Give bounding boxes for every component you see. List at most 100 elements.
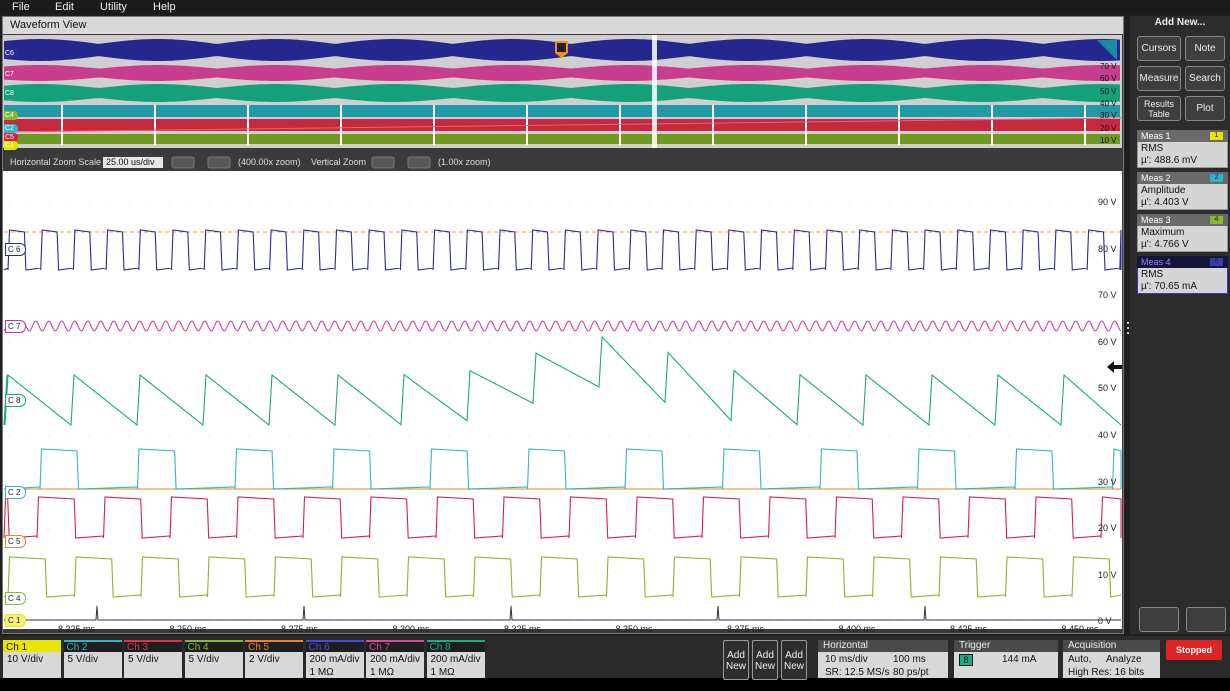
add-new-button[interactable]: Add New <box>723 640 749 680</box>
menu-item[interactable]: File <box>12 1 30 13</box>
overview-volt-label: 40 V <box>1100 98 1117 108</box>
y-axis-label: 10 V <box>1098 569 1117 580</box>
y-axis-label: 50 V <box>1098 383 1117 394</box>
side-button[interactable]: Note <box>1185 36 1225 61</box>
overview-corner <box>1097 40 1117 60</box>
acquisition-mode: Auto, <box>1068 654 1092 665</box>
channel-label: C 8 <box>5 394 26 407</box>
zoom-value: 25.00 us/div <box>106 157 155 167</box>
menu-item[interactable]: Utility <box>100 1 127 13</box>
menu-item[interactable]: Help <box>153 1 176 13</box>
channel-scale: 5 V/div <box>188 654 220 665</box>
zoom-button <box>371 156 395 169</box>
overview-volt-label: 60 V <box>1100 74 1117 84</box>
measurement-header <box>1137 214 1228 226</box>
channel-label: C 4 <box>5 592 26 605</box>
trace-c8 <box>3 335 1122 427</box>
measurement-title: Meas 2 <box>1141 173 1171 183</box>
side-button[interactable]: Results Table <box>1137 96 1181 121</box>
x-axis-label: 8.275 ms <box>281 624 319 634</box>
y-axis-label: 80 V <box>1098 243 1117 254</box>
overview-channel-label: C5 <box>4 133 18 142</box>
channel-label: C 5 <box>5 535 26 548</box>
channel-scale: 200 mA/div <box>309 654 360 665</box>
waveform-view-title: Waveform View <box>10 19 87 31</box>
channel-scale: 5 V/div <box>128 654 159 665</box>
measurement-badge: 1 <box>1210 132 1223 140</box>
channel-impedance: 1 MΩ <box>430 667 455 678</box>
channel-label: C 6 <box>5 243 26 256</box>
x-axis-label: 8.250 ms <box>169 624 207 634</box>
y-axis-label: 60 V <box>1098 336 1117 347</box>
overview-volt-label: 20 V <box>1100 123 1117 133</box>
channel-scale: 2 V/div <box>249 654 280 665</box>
y-axis-label: 90 V <box>1098 197 1117 207</box>
menu-item[interactable]: Edit <box>55 1 74 13</box>
add-new-button[interactable]: Add New <box>781 640 807 680</box>
y-axis-label: 70 V <box>1098 290 1117 301</box>
trace-c2 <box>3 448 1122 490</box>
zoom-factor: (400.00x zoom) <box>238 157 301 167</box>
measurement-title: Meas 4 <box>1141 257 1171 267</box>
side-button[interactable]: Cursors <box>1137 36 1181 61</box>
trigger-level-arrow <box>1107 361 1122 373</box>
measurement-title: Meas 1 <box>1141 131 1171 141</box>
overview-trace <box>4 105 1120 117</box>
overview-channel-label: C2 <box>4 124 18 133</box>
channel-name: Ch 4 <box>184 640 243 653</box>
channel-scale: 200 mA/div <box>430 654 481 665</box>
waveform-view-titlebar <box>3 17 1123 34</box>
trigger-source: 8 <box>959 654 973 666</box>
measurement-type: RMS <box>1141 269 1164 280</box>
side-button[interactable]: Measure <box>1137 66 1181 91</box>
channel-name: Ch 7 <box>366 640 424 653</box>
overview-channel-label: C4 <box>4 111 18 120</box>
channel-impedance: 1 MΩ <box>309 667 334 678</box>
bottom-strip <box>0 678 1230 691</box>
zoom-factor: (1.00x zoom) <box>438 157 491 167</box>
channel-name: Ch 1 <box>3 640 61 653</box>
x-axis-label: 8.225 ms <box>58 624 96 634</box>
channel-label: C 1 <box>5 614 26 627</box>
channel-name: Ch 5 <box>245 640 303 653</box>
measurement-badge: 4 <box>1210 216 1223 224</box>
measurement-value: µ': 4.766 V <box>1141 239 1189 250</box>
measurement-header <box>1137 172 1228 184</box>
overview-channel-label: C6 <box>4 49 18 58</box>
measurement-type: Amplitude <box>1141 185 1186 196</box>
zoom-window <box>652 35 657 148</box>
x-axis-label: 8.400 ms <box>838 624 876 634</box>
measurement-badge: 2 <box>1210 174 1223 182</box>
measurement-header <box>1137 256 1228 268</box>
overview-trace <box>4 134 1120 144</box>
zoom-label: Horizontal Zoom Scale <box>10 157 102 167</box>
acquisition-detail: High Res: 16 bits <box>1068 667 1145 678</box>
measurement-value: µ': 4.403 V <box>1141 197 1189 208</box>
delete-button[interactable] <box>1186 607 1226 632</box>
horizontal-length: 100 ms <box>893 654 926 665</box>
run-stop-button[interactable]: Stopped <box>1166 640 1222 660</box>
zoom-tool-button[interactable] <box>1139 607 1179 632</box>
measurement-badge: 6 <box>1210 258 1223 266</box>
main-plot <box>3 171 1122 629</box>
channel-scale: 200 mA/div <box>370 654 421 665</box>
menu-bar <box>0 0 1230 15</box>
side-button[interactable]: Search <box>1185 66 1225 91</box>
add-new-button[interactable]: Add New <box>752 640 778 680</box>
channel-name: Ch 3 <box>124 640 182 653</box>
side-button[interactable]: Plot <box>1185 96 1225 121</box>
x-axis-label: 8.450 ms <box>1061 624 1099 634</box>
overview-volt-label: 10 V <box>1100 135 1117 145</box>
trigger-level: 144 mA <box>1002 654 1037 665</box>
zoom-label: Vertical Zoom <box>311 157 367 167</box>
measurement-type: Maximum <box>1141 227 1185 238</box>
trigger-title: Trigger <box>954 640 1058 652</box>
x-axis-label: 8.300 ms <box>392 624 430 634</box>
measurement-value: µ': 488.6 mV <box>1141 155 1198 166</box>
trace-c4 <box>3 556 1122 598</box>
overview-trace <box>4 65 1120 81</box>
y-axis-label: 30 V <box>1098 476 1117 487</box>
overview-channel-label: C1 <box>4 141 18 150</box>
